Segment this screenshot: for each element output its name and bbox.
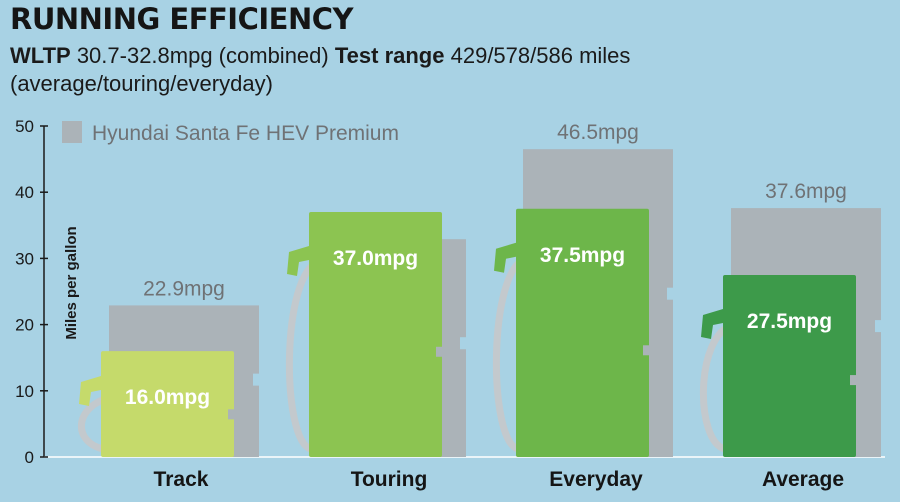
- test-range-value: 429/578/586 miles (average/touring/every…: [10, 43, 631, 96]
- legend-swatch: [62, 121, 82, 143]
- nozzle-icon: [79, 376, 101, 406]
- pump-notch: [850, 375, 856, 386]
- hev-value-label: 37.6mpg: [765, 180, 847, 203]
- x-category-label: Track: [154, 468, 209, 491]
- pump-notch: [667, 287, 673, 300]
- test-value-label: 27.5mpg: [747, 310, 832, 333]
- wltp-value: 30.7-32.8mpg (combined): [76, 43, 329, 68]
- bars: 22.9mpg16.0mpgTrack32.9mpg37.0mpgTouring…: [77, 121, 881, 491]
- nozzle-icon: [287, 246, 309, 277]
- pump-notch: [460, 337, 466, 350]
- nozzle-icon: [494, 242, 516, 273]
- legend: Hyundai Santa Fe HEV Premium: [62, 121, 399, 145]
- hev-value-label: 22.9mpg: [143, 277, 225, 300]
- legend-label: Hyundai Santa Fe HEV Premium: [92, 122, 399, 145]
- test-bar: [516, 208, 649, 457]
- nozzle-icon: [701, 308, 723, 339]
- test-bar: [723, 274, 856, 457]
- test-value-label: 16.0mpg: [125, 386, 210, 409]
- test-range-label: Test range: [334, 43, 445, 68]
- y-axis-label: Miles per gallon: [63, 226, 80, 339]
- y-tick-label: 0: [25, 448, 34, 467]
- hev-value-label: 46.5mpg: [557, 121, 639, 144]
- pump-notch: [253, 373, 259, 386]
- chart-subtitle: WLTP 30.7-32.8mpg (combined) Test range …: [10, 42, 880, 98]
- y-tick-label: 10: [15, 382, 34, 401]
- pump-notch: [228, 409, 234, 420]
- test-value-label: 37.0mpg: [333, 247, 418, 270]
- y-tick-label: 20: [15, 316, 34, 335]
- pump-notch: [875, 320, 881, 333]
- y-tick-label: 40: [15, 183, 34, 202]
- test-bar: [101, 351, 234, 457]
- pump-hose-icon: [77, 393, 113, 453]
- y-tick-label: 30: [15, 249, 34, 268]
- chart-title: RUNNING EFFICIENCY: [10, 2, 354, 36]
- pump-hose-icon: [700, 321, 735, 453]
- pump-notch: [436, 346, 442, 357]
- x-category-label: Everyday: [549, 468, 643, 491]
- test-bar: [309, 212, 442, 457]
- x-category-label: Touring: [351, 468, 428, 491]
- pump-notch: [643, 345, 649, 356]
- pump-hose-icon: [286, 258, 321, 453]
- y-tick-label: 50: [15, 117, 34, 136]
- pump-hose-icon: [493, 255, 528, 453]
- x-category-label: Average: [762, 468, 844, 491]
- wltp-label: WLTP: [10, 43, 71, 68]
- test-value-label: 37.5mpg: [540, 244, 625, 267]
